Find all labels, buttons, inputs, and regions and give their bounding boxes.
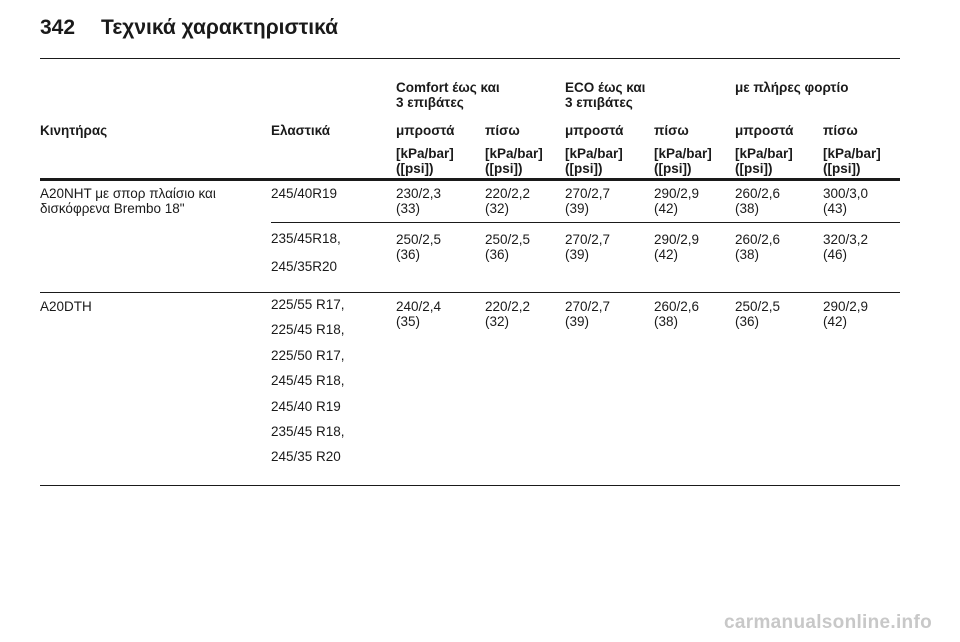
value-cell: 290/2,9 (42) (654, 186, 700, 216)
value-cell: 270/2,7 (39) (565, 186, 611, 216)
unit-label: [kPa/bar] ([psi]) (735, 146, 793, 176)
page-title: Τεχνικά χαρακτηριστικά (101, 16, 339, 39)
col-engine: Κινητήρας (40, 123, 108, 138)
value-cell: 260/2,6 (38) (735, 232, 781, 262)
col-rear-eco: πίσω (654, 123, 689, 138)
table-bottom-rule (40, 485, 900, 486)
value-cell: 290/2,9 (42) (654, 232, 700, 262)
tyres-cell: 245/40R19 (271, 186, 338, 201)
col-rear-full: πίσω (823, 123, 858, 138)
unit-label: [kPa/bar] ([psi]) (823, 146, 881, 176)
value-cell: 220/2,2 (32) (485, 299, 531, 329)
row-divider (271, 222, 900, 223)
col-front-comfort: μπροστά (396, 123, 455, 138)
value-cell: 260/2,6 (38) (654, 299, 700, 329)
unit-label: [kPa/bar] ([psi]) (485, 146, 543, 176)
value-cell: 240/2,4 (35) (396, 299, 442, 329)
page-header: 342 Τεχνικά χαρακτηριστικά (40, 16, 338, 40)
header-rule (40, 58, 900, 59)
value-cell: 230/2,3 (33) (396, 186, 442, 216)
unit-label: [kPa/bar] ([psi]) (565, 146, 623, 176)
tyres-cell: 235/45R18, 245/35R20 (271, 231, 341, 274)
value-cell: 250/2,5 (36) (485, 232, 531, 262)
value-cell: 250/2,5 (36) (396, 232, 442, 262)
page-number: 342 (40, 16, 76, 39)
col-rear-comfort: πίσω (485, 123, 520, 138)
table-header-rule (40, 178, 900, 181)
engine-cell: A20DTH (40, 299, 92, 314)
value-cell: 300/3,0 (43) (823, 186, 869, 216)
value-cell: 290/2,9 (42) (823, 299, 869, 329)
value-cell: 270/2,7 (39) (565, 299, 611, 329)
tyres-cell: 225/55 R17, 225/45 R18, 225/50 R17, 245/… (271, 297, 345, 465)
value-cell: 260/2,6 (38) (735, 186, 781, 216)
unit-label: [kPa/bar] ([psi]) (654, 146, 712, 176)
col-front-full: μπροστά (735, 123, 794, 138)
group-comfort: Comfort έως και 3 επιβάτες (396, 80, 500, 110)
col-tyres: Ελαστικά (271, 123, 331, 138)
row-divider (40, 292, 900, 293)
value-cell: 250/2,5 (36) (735, 299, 781, 329)
value-cell: 220/2,2 (32) (485, 186, 531, 216)
group-full-load: με πλήρες φορτίο (735, 80, 849, 95)
value-cell: 320/3,2 (46) (823, 232, 869, 262)
unit-label: [kPa/bar] ([psi]) (396, 146, 454, 176)
group-eco: ECO έως και 3 επιβάτες (565, 80, 646, 110)
col-front-eco: μπροστά (565, 123, 624, 138)
value-cell: 270/2,7 (39) (565, 232, 611, 262)
engine-cell: A20NHT με σπορ πλαίσιο και δισκόφρενα Br… (40, 186, 216, 216)
watermark: carmanualsonline.info (724, 612, 932, 633)
